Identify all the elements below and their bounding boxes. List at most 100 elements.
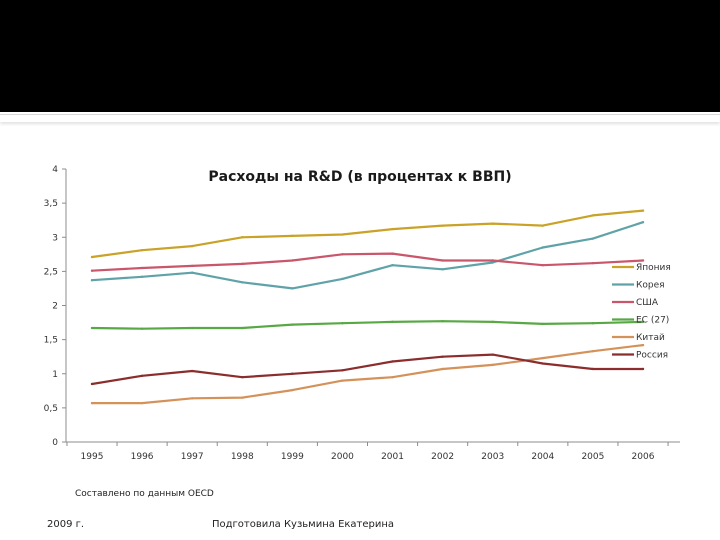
data-point <box>140 327 144 330</box>
legend-label: Россия <box>636 351 668 361</box>
data-point <box>140 249 144 252</box>
data-point <box>291 287 294 290</box>
series-line <box>90 353 645 386</box>
data-point <box>190 369 194 373</box>
data-point <box>541 264 545 267</box>
data-point <box>441 319 444 323</box>
data-point <box>541 362 545 365</box>
data-point <box>90 255 94 259</box>
source-note: Составлено по данным OECD <box>75 489 214 499</box>
data-point <box>341 369 344 372</box>
x-tick-label: 2006 <box>632 452 655 462</box>
y-tick-label: 3,5 <box>44 199 58 209</box>
legend-item: Китай <box>612 333 665 343</box>
legend-label: Япония <box>636 263 671 273</box>
chart-axes: 0 0,5 1 1,5 2 2,5 3 3,5 4 1995 1996 1997 1998 1999 200… <box>44 165 680 462</box>
data-point <box>591 322 595 325</box>
data-point <box>291 372 294 375</box>
data-point <box>391 320 394 324</box>
series-line <box>90 344 645 405</box>
legend-label: Китай <box>636 333 665 343</box>
x-tick-label: 1999 <box>281 452 304 462</box>
data-point <box>90 269 94 272</box>
data-point <box>241 262 244 266</box>
data-point <box>341 253 344 256</box>
data-point <box>641 259 645 262</box>
series-5 <box>90 343 645 405</box>
data-point <box>190 326 194 330</box>
data-point <box>591 214 595 217</box>
x-tick-label: 1998 <box>231 452 254 462</box>
data-point <box>391 360 394 363</box>
data-point <box>241 375 244 379</box>
data-point <box>591 261 595 265</box>
data-point <box>491 320 494 324</box>
data-point <box>341 379 344 382</box>
data-point <box>491 363 494 367</box>
data-point <box>241 326 244 330</box>
data-point <box>190 264 194 268</box>
header-divider <box>0 114 720 122</box>
series-3 <box>90 252 645 272</box>
data-point <box>591 237 595 240</box>
legend-item: Корея <box>612 281 665 291</box>
series-6 <box>90 353 645 386</box>
data-point <box>391 252 394 255</box>
data-point <box>190 397 194 400</box>
y-tick-label: 0,5 <box>44 404 58 414</box>
data-point <box>441 259 444 262</box>
series-2 <box>90 221 645 290</box>
x-tick-label: 1996 <box>131 452 154 462</box>
data-point <box>541 246 545 249</box>
chart-title: Расходы на R&D (в процентах к ВВП) <box>208 169 511 185</box>
data-point <box>291 234 294 238</box>
data-point <box>291 388 294 392</box>
legend-item: Япония <box>612 263 671 273</box>
legend-label: США <box>636 298 659 308</box>
data-point <box>591 350 595 353</box>
data-point <box>190 271 194 274</box>
data-point <box>491 353 494 356</box>
legend-item: Россия <box>612 351 668 361</box>
data-point <box>341 277 344 281</box>
data-point <box>641 221 645 224</box>
data-point <box>641 367 645 371</box>
data-point <box>291 259 294 262</box>
data-point <box>491 261 494 264</box>
data-point <box>441 367 444 371</box>
data-point <box>441 224 444 227</box>
legend-label: ЕС (27) <box>636 316 669 326</box>
data-point <box>341 322 344 325</box>
x-tick-label: 2002 <box>431 452 454 462</box>
data-point <box>641 343 645 347</box>
series-line <box>90 209 645 259</box>
footer-year: 2009 г. <box>47 519 85 530</box>
chart-legend: Япония Корея США ЕС (27) Китай Россия <box>612 263 671 361</box>
data-point <box>90 326 94 330</box>
data-point <box>90 382 94 386</box>
series-1 <box>90 209 645 259</box>
footer-author: Подготовила Кузьмина Екатерина <box>212 519 395 530</box>
data-point <box>90 279 94 282</box>
y-tick-label: 2 <box>52 302 58 312</box>
data-point <box>140 401 144 405</box>
data-point <box>541 356 545 360</box>
x-tick-label: 2003 <box>481 452 504 462</box>
data-point <box>241 396 244 399</box>
data-point <box>641 209 645 212</box>
legend-item: ЕС (27) <box>612 316 669 326</box>
data-point <box>541 224 545 227</box>
x-tick-label: 1997 <box>181 452 204 462</box>
legend-label: Корея <box>636 281 665 291</box>
title-band <box>0 0 720 112</box>
y-tick-label: 1,5 <box>44 336 58 346</box>
data-point <box>491 222 494 225</box>
x-tick-label: 2004 <box>531 452 554 462</box>
data-point <box>441 355 444 358</box>
data-point <box>391 227 394 231</box>
data-point <box>90 401 94 405</box>
data-point <box>391 264 394 267</box>
data-point <box>591 367 595 371</box>
data-point <box>241 281 244 284</box>
